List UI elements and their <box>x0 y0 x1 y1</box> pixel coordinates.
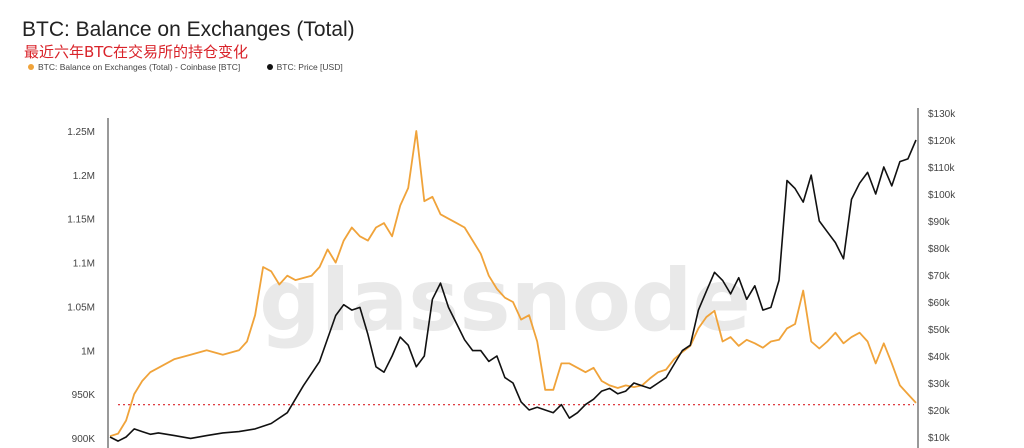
legend-item-balance[interactable]: BTC: Balance on Exchanges (Total) - Coin… <box>28 62 240 72</box>
legend: BTC: Balance on Exchanges (Total) - Coin… <box>28 62 367 72</box>
legend-marker-balance <box>28 64 34 70</box>
left-tick-label: 1.2M <box>73 171 95 182</box>
legend-item-price[interactable]: BTC: Price [USD] <box>266 62 343 72</box>
right-tick-label: $40k <box>928 352 951 363</box>
chart-title: BTC: Balance on Exchanges (Total) <box>22 18 355 41</box>
left-tick-label: 1M <box>81 346 95 357</box>
right-tick-label: $110k <box>928 163 956 174</box>
left-tick-label: 950K <box>72 390 96 401</box>
right-tick-label: $30k <box>928 379 951 390</box>
legend-label-balance: BTC: Balance on Exchanges (Total) - Coin… <box>38 62 241 72</box>
right-tick-label: $60k <box>928 298 951 309</box>
right-tick-label: $120k <box>928 136 956 147</box>
right-axis: $130k $120k $110k $100k $90k $80k $70k $60k $50k… <box>928 109 956 444</box>
left-tick-label: 1.15M <box>67 215 95 226</box>
chart-subtitle: 最近六年BTC在交易所的持仓变化 <box>24 43 249 61</box>
left-tick-label: 900K <box>72 434 96 445</box>
right-tick-label: $90k <box>928 217 951 228</box>
right-tick-label: $130k <box>928 109 956 120</box>
right-tick-label: $10k <box>928 433 951 444</box>
legend-marker-price <box>266 64 273 70</box>
watermark: glassnode <box>259 251 751 351</box>
right-tick-label: $70k <box>928 271 951 282</box>
left-tick-label: 1.25M <box>67 127 95 138</box>
series-line-balance <box>109 130 917 438</box>
series-line-price <box>109 139 917 442</box>
right-tick-label: $80k <box>928 244 951 255</box>
right-tick-label: $100k <box>928 190 956 201</box>
right-tick-label: $50k <box>928 325 951 336</box>
right-tick-label: $20k <box>928 406 951 417</box>
left-tick-label: 1.05M <box>67 302 95 313</box>
left-tick-label: 1.1M <box>73 259 95 270</box>
series-layer <box>109 130 917 442</box>
legend-label-price: BTC: Price [USD] <box>276 62 343 72</box>
left-axis: 1.25M 1.2M 1.15M 1.1M 1.05M 1M 950K 900K <box>67 127 95 445</box>
